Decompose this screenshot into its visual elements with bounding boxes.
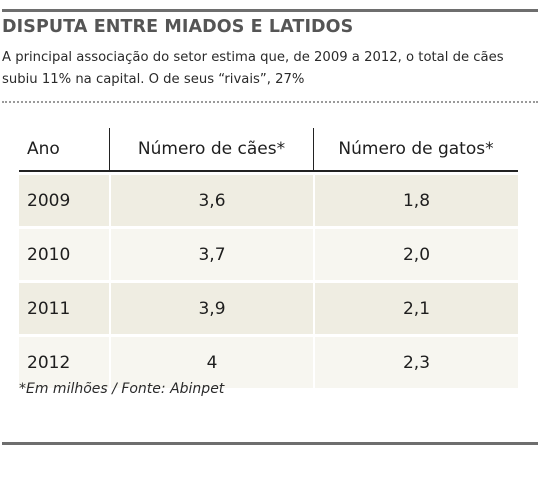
source-footnote: *Em milhões / Fonte: Abinpet bbox=[19, 381, 225, 397]
top-rule bbox=[2, 9, 538, 12]
chart-title: DISPUTA ENTRE MIADOS E LATIDOS bbox=[2, 17, 354, 37]
chart-subtitle: A principal associação do setor estima q… bbox=[2, 50, 504, 87]
header-row: Ano Número de cães* Número de gatos* bbox=[19, 128, 518, 172]
table-row: 2012 4 2,3 bbox=[19, 334, 518, 388]
table-row: 2011 3,9 2,1 bbox=[19, 280, 518, 334]
cell-cats: 1,8 bbox=[313, 172, 518, 226]
cell-year: 2011 bbox=[19, 280, 109, 334]
data-table: Ano Número de cães* Número de gatos* 200… bbox=[19, 128, 518, 388]
dotted-divider bbox=[2, 101, 538, 103]
bottom-rule bbox=[2, 442, 538, 445]
cell-cats: 2,1 bbox=[313, 280, 518, 334]
cell-dogs: 3,7 bbox=[109, 226, 313, 280]
cell-dogs: 3,9 bbox=[109, 280, 313, 334]
header-year: Ano bbox=[19, 128, 109, 172]
header-dogs: Número de cães* bbox=[109, 128, 313, 172]
cell-dogs: 3,6 bbox=[109, 172, 313, 226]
cell-year: 2009 bbox=[19, 172, 109, 226]
cell-year: 2012 bbox=[19, 334, 109, 388]
cell-dogs: 4 bbox=[109, 334, 313, 388]
table-row: 2009 3,6 1,8 bbox=[19, 172, 518, 226]
cell-cats: 2,3 bbox=[313, 334, 518, 388]
cell-cats: 2,0 bbox=[313, 226, 518, 280]
cell-year: 2010 bbox=[19, 226, 109, 280]
header-cats: Número de gatos* bbox=[313, 128, 518, 172]
table-row: 2010 3,7 2,0 bbox=[19, 226, 518, 280]
